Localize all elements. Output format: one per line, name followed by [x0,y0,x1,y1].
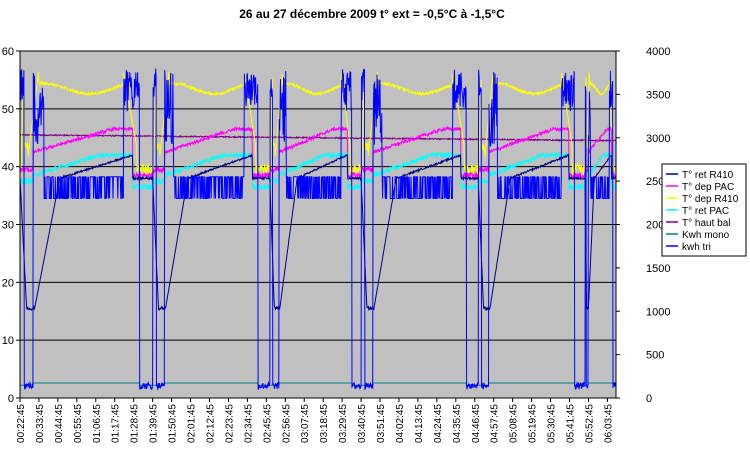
x-tick-label: 03:40:45 [357,404,368,443]
legend-label: kwh tri [682,242,711,253]
left-axis: 0 10 20 30 40 50 60 [2,46,21,405]
left-tick-label: 30 [2,220,14,232]
x-axis: 00:22:45 00:33:45 00:44:45 00:55:45 01:06:45… [16,397,616,443]
x-tick-label: 05:41:45 [565,404,576,443]
series-layer [19,68,617,391]
x-tick-label: 01:06:45 [92,404,103,443]
right-tick-label: 1500 [646,263,670,275]
legend-label: Kwh mono [682,230,730,241]
series-line-kwh-tri [19,68,617,391]
x-tick-label: 04:02:45 [395,404,406,443]
x-tick-label: 02:56:45 [281,404,292,443]
right-tick-label: 0 [646,393,652,405]
legend-label: T° ret PAC [682,206,729,217]
series-line-ret-r410 [19,153,617,312]
series-line-haut-bal [19,133,617,143]
x-tick-label: 06:03:45 [603,404,614,443]
x-tick-label: 02:12:45 [205,404,216,443]
x-tick-label: 05:08:45 [509,404,520,443]
left-tick-label: 20 [2,277,14,289]
x-tick-label: 02:45:45 [262,404,273,443]
legend-label: T° dep PAC [682,182,734,193]
legend-label: T° ret R410 [682,170,734,181]
right-tick-label: 3000 [646,133,670,145]
x-tick-label: 03:07:45 [300,404,311,443]
x-tick-label: 04:35:45 [452,404,463,443]
series-line-dep-pac [19,125,617,180]
left-tick-label: 50 [2,104,14,116]
x-tick-label: 01:39:45 [149,404,160,443]
x-tick-label: 00:44:45 [54,404,65,443]
x-tick-label: 05:19:45 [528,404,539,443]
legend-label: T° haut bal [682,218,730,229]
x-tick-label: 00:55:45 [73,404,84,443]
x-tick-label: 04:57:45 [490,404,501,443]
x-tick-label: 05:52:45 [584,404,595,443]
x-tick-label: 04:13:45 [414,404,425,443]
series-line-kwh-mono [20,382,616,386]
x-tick-label: 03:18:45 [319,404,330,443]
right-tick-label: 500 [646,350,664,362]
chart-title: 26 au 27 décembre 2009 t° ext = -0,5°C à… [239,7,505,21]
x-tick-label: 03:29:45 [338,404,349,443]
legend-label: T° dep R410 [682,194,739,205]
left-tick-label: 10 [2,335,14,347]
series-line-ret-pac [19,151,617,192]
x-tick-label: 02:23:45 [224,404,235,443]
right-tick-label: 4000 [646,46,670,58]
left-tick-label: 40 [2,162,14,174]
left-tick-label: 0 [8,393,14,405]
x-tick-label: 02:01:45 [187,404,198,443]
x-tick-label: 03:51:45 [376,404,387,443]
x-tick-label: 02:34:45 [243,404,254,443]
left-tick-label: 60 [2,46,14,58]
x-tick-label: 04:24:45 [433,404,444,443]
x-tick-label: 04:46:45 [471,404,482,443]
right-tick-label: 1000 [646,306,670,318]
x-tick-label: 01:17:45 [111,404,122,443]
x-tick-label: 05:30:45 [547,404,558,443]
x-tick-label: 00:22:45 [16,404,27,443]
x-tick-label: 00:33:45 [35,404,46,443]
right-tick-label: 3500 [646,89,670,101]
series-line-dep-r410 [19,70,617,193]
x-tick-label: 01:28:45 [130,404,141,443]
x-tick-label: 01:50:45 [168,404,179,443]
